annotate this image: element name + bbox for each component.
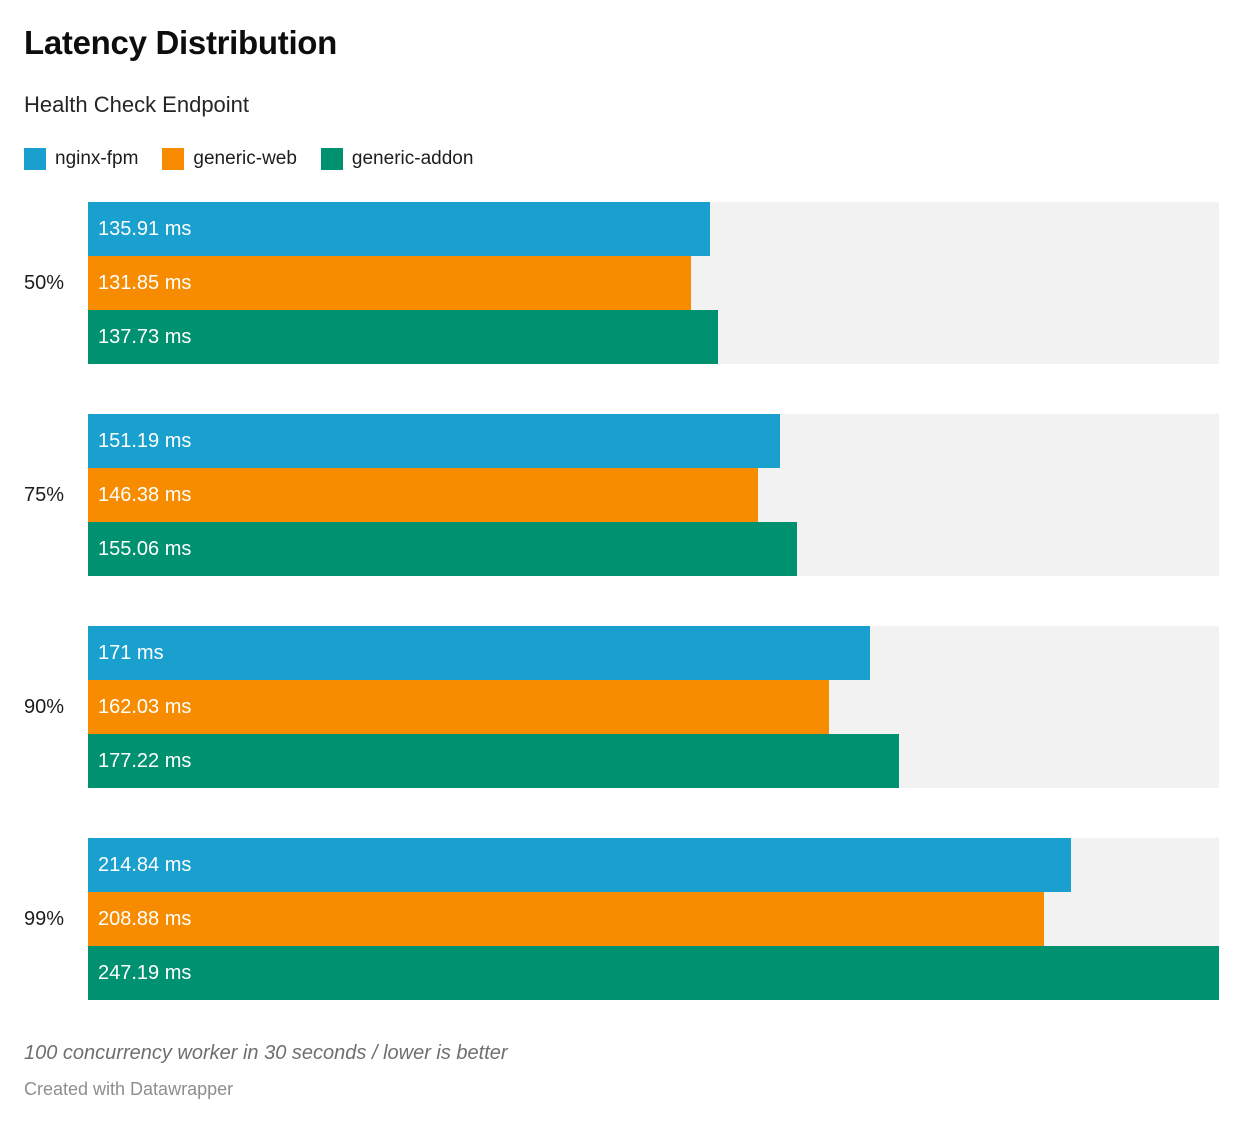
bar-generic-web: 208.88 ms: [88, 892, 1044, 946]
attribution: Created with Datawrapper: [24, 1079, 234, 1099]
chart-subtitle: Health Check Endpoint: [24, 92, 250, 117]
bar-generic-web: 131.85 ms: [88, 256, 692, 310]
category-label: 90%: [23, 695, 64, 718]
legend-swatch-icon: [24, 147, 46, 170]
bar-track: 151.19 ms 146.38 ms 155.06 ms: [88, 414, 1219, 576]
bar-generic-addon: 247.19 ms: [88, 946, 1219, 1000]
bar-generic-web: 146.38 ms: [88, 468, 758, 522]
bar-generic-web: 162.03 ms: [88, 680, 830, 734]
bar-generic-addon: 177.22 ms: [88, 734, 899, 788]
category-label: 99%: [23, 907, 64, 930]
bar-value-label: 137.73 ms: [98, 325, 192, 348]
legend-label: nginx-fpm: [55, 148, 139, 169]
chart-area: 50% 135.91 ms 131.85 ms 137.73 ms 75% 151.19 …: [24, 202, 1219, 1000]
category-label: 75%: [23, 483, 64, 506]
bar-group: 50% 135.91 ms 131.85 ms 137.73 ms: [24, 202, 1219, 364]
bar-value-label: 171 ms: [98, 641, 164, 664]
bar-value-label: 155.06 ms: [98, 537, 192, 560]
bar-group: 90% 171 ms 162.03 ms 177.22 ms: [24, 626, 1219, 788]
legend-swatch-icon: [162, 147, 185, 170]
legend-label: generic-web: [193, 148, 297, 169]
legend-item-nginx-fpm: nginx-fpm: [24, 147, 138, 170]
bar-generic-addon: 137.73 ms: [88, 310, 719, 364]
bar-nginx-fpm: 171 ms: [88, 626, 871, 680]
bar-nginx-fpm: 214.84 ms: [88, 838, 1071, 892]
legend-item-generic-web: generic-web: [162, 147, 297, 170]
bar-value-label: 247.19 ms: [98, 961, 192, 984]
bar-value-label: 135.91 ms: [98, 217, 192, 240]
bar-nginx-fpm: 135.91 ms: [88, 202, 710, 256]
bar-group: 99% 214.84 ms 208.88 ms 247.19 ms: [24, 838, 1219, 1000]
category-label: 50%: [23, 271, 64, 294]
bar-track: 171 ms 162.03 ms 177.22 ms: [88, 626, 1219, 788]
bar-generic-addon: 155.06 ms: [88, 522, 798, 576]
bar-track: 214.84 ms 208.88 ms 247.19 ms: [88, 838, 1219, 1000]
bar-value-label: 131.85 ms: [98, 271, 192, 294]
bar-value-label: 162.03 ms: [98, 695, 192, 718]
bar-value-label: 177.22 ms: [98, 749, 192, 772]
bar-track: 135.91 ms 131.85 ms 137.73 ms: [88, 202, 1219, 364]
bar-value-label: 208.88 ms: [98, 907, 192, 930]
legend: nginx-fpm generic-web generic-addon: [24, 147, 1219, 170]
bar-nginx-fpm: 151.19 ms: [88, 414, 780, 468]
legend-item-generic-addon: generic-addon: [320, 147, 474, 170]
bar-value-label: 151.19 ms: [98, 429, 192, 452]
legend-label: generic-addon: [351, 148, 474, 169]
footer-note: 100 concurrency worker in 30 seconds / l…: [24, 1042, 508, 1064]
chart-title: Latency Distribution: [24, 24, 338, 61]
bar-value-label: 146.38 ms: [98, 483, 192, 506]
bar-group: 75% 151.19 ms 146.38 ms 155.06 ms: [24, 414, 1219, 576]
legend-swatch-icon: [320, 147, 343, 170]
bar-value-label: 214.84 ms: [98, 853, 192, 876]
